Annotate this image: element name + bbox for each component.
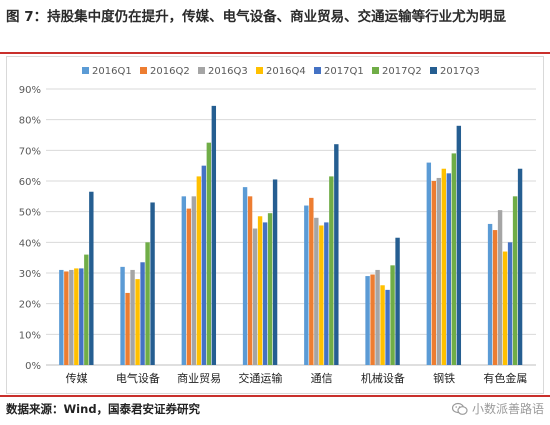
- bar: [304, 205, 309, 365]
- y-tick-label: 30%: [19, 269, 41, 280]
- bar: [436, 177, 442, 365]
- bar: [59, 269, 64, 365]
- bar: [431, 181, 437, 365]
- bar: [380, 285, 385, 365]
- bar: [125, 292, 130, 365]
- legend-label: 2016Q4: [266, 66, 306, 77]
- bar: [262, 222, 268, 365]
- bar: [84, 254, 89, 365]
- bar: [441, 168, 447, 365]
- y-tick-label: 50%: [19, 208, 41, 219]
- wechat-logo-icon: [451, 402, 468, 415]
- bar: [252, 228, 258, 365]
- bar: [257, 216, 263, 365]
- bar: [191, 196, 197, 365]
- y-tick-label: 40%: [19, 238, 41, 249]
- bar: [64, 271, 69, 365]
- data-source-note: 数据来源：Wind，国泰君安证券研究: [6, 402, 201, 416]
- x-tick-label: 通信: [311, 372, 333, 385]
- y-tick-label: 90%: [19, 85, 41, 96]
- figure-title: 图 7：持股集中度仍在提升，传媒、电气设备、商业贸易、交通运输等行业尤为明显: [6, 9, 507, 25]
- y-tick-label: 10%: [19, 330, 41, 341]
- bar: [135, 279, 140, 365]
- bar: [365, 276, 370, 365]
- bar: [267, 213, 273, 365]
- bar: [319, 225, 324, 365]
- legend-swatch: [372, 67, 379, 74]
- bar: [186, 208, 192, 365]
- x-tick-label: 电气设备: [116, 371, 160, 385]
- bar-chart: 0% 10% 20% 30% 40% 50% 60% 70% 80% 90% 传媒 电气设备 商业贸易 交…: [19, 66, 536, 385]
- y-tick-label: 60%: [19, 177, 41, 188]
- watermark: 小数派善路语: [451, 400, 544, 417]
- bar: [390, 265, 395, 365]
- x-tick-label: 交通运输: [238, 371, 282, 385]
- legend-swatch: [430, 67, 437, 74]
- x-tick-label: 机械设备: [361, 371, 405, 385]
- bar: [181, 196, 187, 365]
- bar: [324, 222, 329, 365]
- bar: [120, 266, 125, 365]
- bar: [150, 202, 155, 365]
- bar: [446, 173, 452, 365]
- legend-swatch: [256, 67, 263, 74]
- legend-swatch: [140, 67, 147, 74]
- x-tick-label: 传媒: [66, 372, 88, 385]
- source-divider: [0, 395, 550, 397]
- bar: [456, 125, 462, 365]
- bar: [242, 187, 248, 365]
- bar: [426, 162, 432, 365]
- bar: [196, 176, 202, 365]
- bar: [451, 153, 457, 365]
- y-tick-label: 80%: [19, 116, 41, 127]
- legend-swatch: [314, 67, 321, 74]
- bar: [512, 196, 518, 365]
- y-tick-label: 70%: [19, 146, 41, 157]
- legend-label: 2017Q1: [324, 66, 364, 77]
- bar: [130, 269, 135, 365]
- bar: [395, 237, 400, 365]
- legend-label: 2017Q3: [440, 66, 480, 77]
- title-divider: [0, 52, 550, 54]
- bar: [385, 289, 390, 365]
- bar: [492, 230, 498, 365]
- bar: [247, 196, 253, 365]
- bar: [507, 242, 513, 365]
- bar: [69, 269, 74, 365]
- legend-swatch: [198, 67, 205, 74]
- bar: [375, 269, 380, 365]
- bar: [79, 268, 84, 365]
- legend-label: 2016Q2: [150, 66, 190, 77]
- y-tick-label: 20%: [19, 300, 41, 311]
- bar: [145, 242, 150, 365]
- bar: [314, 217, 319, 365]
- watermark-text: 小数派善路语: [471, 402, 544, 416]
- bar: [140, 262, 145, 365]
- legend-label: 2016Q1: [92, 66, 132, 77]
- legend-label: 2017Q2: [382, 66, 422, 77]
- bar: [89, 191, 94, 365]
- x-tick-label: 钢铁: [433, 372, 455, 385]
- x-tick-label: 商业贸易: [177, 371, 221, 385]
- bar: [502, 251, 508, 365]
- bar: [487, 223, 493, 365]
- bar: [309, 197, 314, 365]
- bar: [334, 144, 339, 365]
- bar: [201, 165, 207, 365]
- bar: [272, 179, 278, 365]
- legend-swatch: [82, 67, 89, 74]
- x-tick-label: 有色金属: [483, 371, 527, 385]
- bar: [74, 268, 79, 365]
- bar: [370, 274, 375, 365]
- bar: [206, 142, 212, 365]
- y-tick-label: 0%: [25, 361, 41, 372]
- bar: [497, 210, 503, 365]
- bar: [211, 105, 217, 365]
- bar: [517, 168, 523, 365]
- bar: [329, 176, 334, 365]
- legend-label: 2016Q3: [208, 66, 248, 77]
